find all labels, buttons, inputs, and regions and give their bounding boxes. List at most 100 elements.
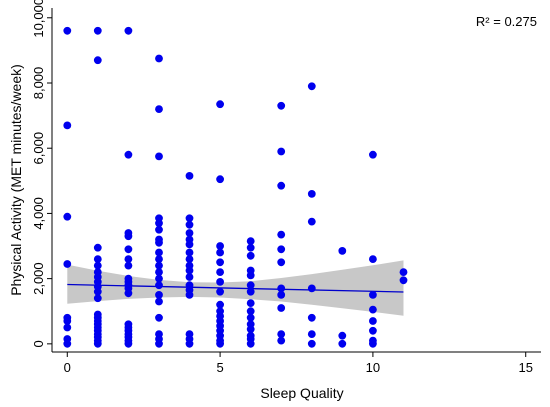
data-point <box>155 261 163 270</box>
data-point <box>246 287 255 296</box>
data-point <box>155 255 163 263</box>
data-point <box>216 248 225 257</box>
data-point <box>155 105 163 113</box>
data-point <box>277 258 286 267</box>
data-point <box>277 284 286 293</box>
data-point <box>155 274 163 283</box>
data-point <box>216 175 225 184</box>
data-point <box>307 82 316 91</box>
data-point <box>216 258 225 267</box>
data-point <box>369 305 377 314</box>
data-point <box>185 240 194 249</box>
data-point <box>124 339 133 348</box>
y-tick-label: 6,000 <box>31 132 46 165</box>
data-point <box>63 260 72 268</box>
data-point <box>277 147 286 156</box>
data-point <box>63 121 72 130</box>
data-point <box>277 181 286 190</box>
data-point <box>124 289 133 298</box>
data-point <box>277 101 286 110</box>
data-point <box>155 339 163 348</box>
data-point <box>155 291 163 299</box>
y-tick-label: 0 <box>31 340 46 347</box>
data-point <box>63 317 72 325</box>
y-axis-title: Physical Activity (MET minutes/week) <box>8 64 24 296</box>
data-point <box>155 248 163 257</box>
data-point <box>307 330 316 338</box>
data-point <box>246 325 255 334</box>
r-squared-annotation: R² = 0.275 <box>476 14 537 29</box>
data-point <box>246 271 255 280</box>
data-point <box>277 230 286 239</box>
data-point <box>155 297 163 306</box>
data-point <box>338 339 347 348</box>
data-point <box>155 152 163 161</box>
data-point <box>155 54 163 63</box>
data-point <box>369 255 377 263</box>
data-point <box>124 255 133 263</box>
data-point <box>216 287 225 296</box>
data-point <box>216 339 225 348</box>
data-point <box>155 238 163 247</box>
data-point <box>216 242 225 250</box>
data-point <box>124 245 133 254</box>
data-point <box>185 339 194 348</box>
data-points <box>63 26 408 348</box>
x-axis-title: Sleep Quality <box>260 385 343 401</box>
data-point <box>124 261 133 270</box>
data-point <box>369 339 377 348</box>
data-point <box>185 229 194 237</box>
data-point <box>93 26 102 35</box>
data-point <box>369 326 377 335</box>
data-point <box>369 317 377 325</box>
y-tick-label: 10,000 <box>31 0 46 38</box>
data-point <box>93 255 102 263</box>
data-point <box>246 313 255 322</box>
data-point <box>246 243 255 252</box>
data-point <box>277 330 286 338</box>
x-tick-label: 0 <box>64 360 71 375</box>
fit-line <box>67 283 404 293</box>
data-point <box>246 299 255 307</box>
data-point <box>63 212 72 221</box>
data-point <box>155 281 163 290</box>
regression-line <box>67 283 404 293</box>
data-point <box>338 331 347 340</box>
data-point <box>277 336 286 345</box>
x-tick-label: 15 <box>518 360 532 375</box>
data-point <box>124 26 133 35</box>
data-point <box>369 291 377 299</box>
data-point <box>216 268 225 276</box>
data-point <box>155 313 163 322</box>
data-point <box>93 339 102 348</box>
data-point <box>93 294 102 303</box>
data-point <box>307 217 316 226</box>
data-point <box>185 214 194 223</box>
data-point <box>246 339 255 348</box>
data-point <box>63 323 72 332</box>
data-point <box>216 300 225 309</box>
data-point <box>63 26 72 35</box>
data-point <box>246 251 255 260</box>
data-point <box>185 220 194 229</box>
x-tick-label: 10 <box>366 360 380 375</box>
data-point <box>399 276 408 285</box>
data-point <box>307 313 316 322</box>
data-point <box>93 261 102 270</box>
data-point <box>93 243 102 252</box>
data-point <box>277 291 286 299</box>
data-point <box>124 150 133 159</box>
data-point <box>246 237 255 246</box>
data-point <box>93 56 102 65</box>
data-point <box>155 268 163 276</box>
data-point <box>307 339 316 348</box>
data-point <box>185 291 194 299</box>
data-point <box>246 307 255 316</box>
data-point <box>216 278 225 286</box>
data-point <box>369 150 377 159</box>
data-point <box>307 190 316 198</box>
data-point <box>124 232 133 241</box>
data-point <box>93 287 102 296</box>
